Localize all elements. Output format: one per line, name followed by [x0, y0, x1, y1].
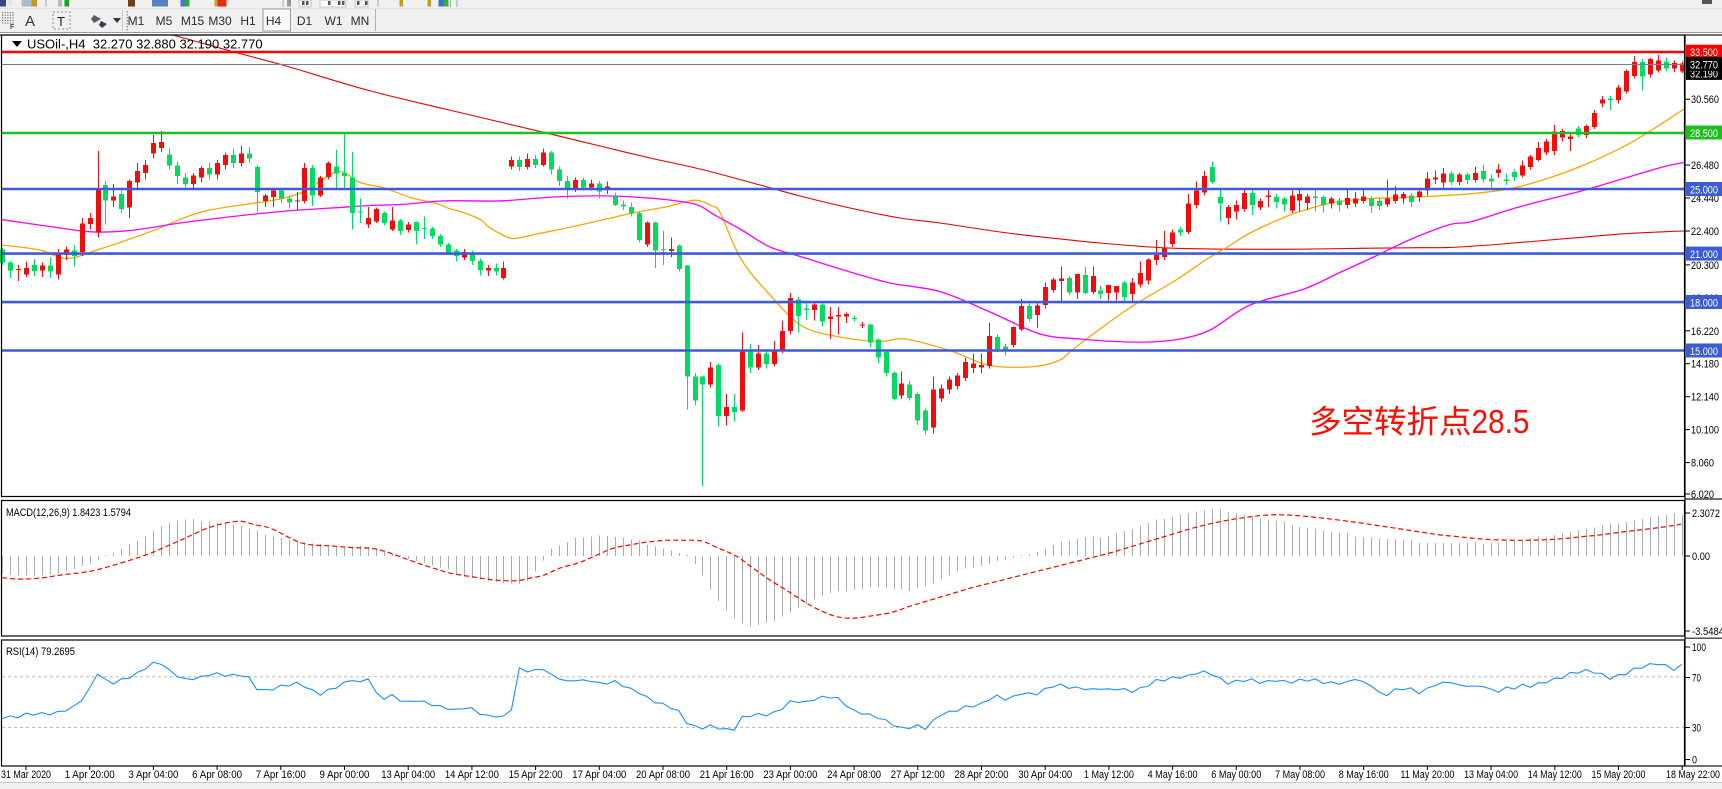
- svg-text:8.060: 8.060: [1691, 458, 1714, 470]
- svg-text:20 Apr 08:00: 20 Apr 08:00: [636, 769, 690, 781]
- svg-text:6 May 00:00: 6 May 00:00: [1211, 769, 1261, 781]
- svg-text:10.100: 10.100: [1691, 425, 1719, 437]
- svg-text:14 Apr 12:00: 14 Apr 12:00: [445, 769, 499, 781]
- svg-text:6 Apr 08:00: 6 Apr 08:00: [192, 769, 242, 781]
- svg-text:17 Apr 04:00: 17 Apr 04:00: [572, 769, 626, 781]
- svg-text:4 May 16:00: 4 May 16:00: [1148, 769, 1198, 781]
- svg-text:28 Apr 20:00: 28 Apr 20:00: [955, 769, 1009, 781]
- svg-text:30: 30: [1692, 723, 1701, 735]
- svg-text:32.770: 32.770: [1690, 59, 1718, 71]
- svg-text:W1: W1: [325, 14, 343, 28]
- svg-text:13 Apr 04:00: 13 Apr 04:00: [381, 769, 435, 781]
- svg-text:18 May 22:00: 18 May 22:00: [1666, 769, 1720, 781]
- svg-text:31 Mar 2020: 31 Mar 2020: [1, 769, 51, 781]
- svg-text:25.000: 25.000: [1690, 185, 1718, 197]
- svg-text:11 May 20:00: 11 May 20:00: [1400, 769, 1454, 781]
- svg-text:7 Apr 16:00: 7 Apr 16:00: [256, 769, 306, 781]
- svg-text:70: 70: [1692, 673, 1701, 685]
- svg-text:MN: MN: [351, 14, 370, 28]
- svg-text:RSI(14) 79.2695: RSI(14) 79.2695: [6, 646, 75, 658]
- svg-text:18.000: 18.000: [1690, 298, 1718, 310]
- svg-text:9 Apr 00:00: 9 Apr 00:00: [320, 769, 370, 781]
- svg-text:15 Apr 22:00: 15 Apr 22:00: [509, 769, 563, 781]
- svg-text:32.190: 32.190: [1690, 68, 1718, 80]
- svg-text:20.300: 20.300: [1691, 260, 1719, 272]
- svg-text:15.000: 15.000: [1690, 346, 1718, 358]
- svg-text:3 Apr 04:00: 3 Apr 04:00: [128, 769, 178, 781]
- svg-text:F: F: [10, 24, 14, 31]
- svg-text:16.220: 16.220: [1691, 326, 1719, 338]
- svg-text:0.00: 0.00: [1692, 551, 1710, 563]
- svg-text:13 May 04:00: 13 May 04:00: [1464, 769, 1518, 781]
- svg-text:0: 0: [1692, 755, 1697, 767]
- svg-text:-3.5484: -3.5484: [1692, 626, 1722, 638]
- svg-text:D1: D1: [297, 14, 313, 28]
- svg-text:27 Apr 12:00: 27 Apr 12:00: [891, 769, 945, 781]
- svg-text:14 May 12:00: 14 May 12:00: [1528, 769, 1582, 781]
- svg-text:M30: M30: [208, 14, 232, 28]
- svg-text:24 Apr 08:00: 24 Apr 08:00: [827, 769, 881, 781]
- svg-text:100: 100: [1692, 642, 1706, 654]
- svg-text:MACD(12,26,9) 1.8423 1.5794: MACD(12,26,9) 1.8423 1.5794: [6, 507, 131, 519]
- svg-text:M5: M5: [156, 14, 173, 28]
- svg-text:14.180: 14.180: [1691, 359, 1719, 371]
- svg-text:22.400: 22.400: [1691, 226, 1719, 238]
- svg-text:21.000: 21.000: [1690, 249, 1718, 261]
- svg-text:USOil-,H4 32.270 32.880 32.19: USOil-,H4 32.270 32.880 32.190 32.770: [27, 37, 263, 52]
- svg-text:21 Apr 16:00: 21 Apr 16:00: [700, 769, 754, 781]
- svg-text:26.480: 26.480: [1691, 160, 1719, 172]
- svg-text:1 May 12:00: 1 May 12:00: [1084, 769, 1134, 781]
- svg-text:30.560: 30.560: [1691, 94, 1719, 106]
- svg-text:M1: M1: [128, 14, 145, 28]
- svg-text:7 May 08:00: 7 May 08:00: [1275, 769, 1325, 781]
- svg-text:15 May 20:00: 15 May 20:00: [1592, 769, 1646, 781]
- svg-text:H4: H4: [266, 14, 282, 28]
- svg-text:12.140: 12.140: [1691, 392, 1719, 404]
- svg-text:T: T: [57, 14, 65, 29]
- svg-text:H1: H1: [240, 14, 256, 28]
- svg-text:28.500: 28.500: [1690, 128, 1718, 140]
- svg-text:M15: M15: [181, 14, 205, 28]
- svg-text:33.500: 33.500: [1690, 47, 1718, 59]
- svg-text:A: A: [25, 13, 35, 30]
- svg-text:2.3072: 2.3072: [1692, 508, 1720, 520]
- svg-text:8 May 16:00: 8 May 16:00: [1339, 769, 1389, 781]
- svg-text:23 Apr 00:00: 23 Apr 00:00: [763, 769, 817, 781]
- svg-text:1 Apr 20:00: 1 Apr 20:00: [65, 769, 115, 781]
- svg-text:6.020: 6.020: [1691, 489, 1714, 501]
- svg-text:28.5: 28.5: [1472, 403, 1530, 440]
- svg-text:30 Apr 04:00: 30 Apr 04:00: [1018, 769, 1072, 781]
